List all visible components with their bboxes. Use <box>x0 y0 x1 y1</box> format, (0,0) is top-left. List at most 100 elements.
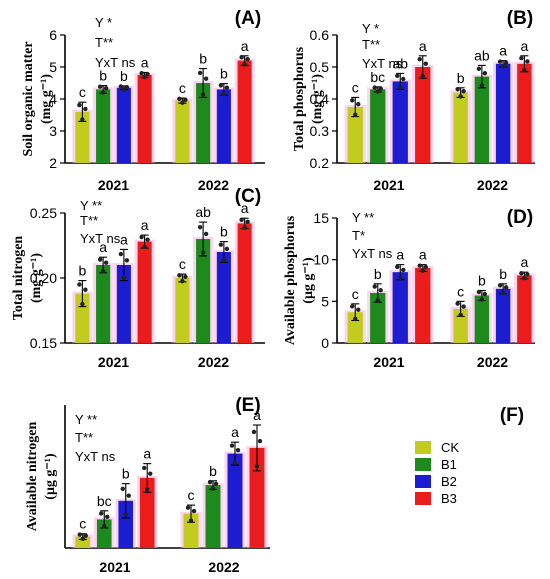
significance-letter: a <box>396 247 404 263</box>
anova-label: YxT ns <box>95 55 136 70</box>
bar-b1-2021 <box>370 293 386 343</box>
significance-letter: b <box>209 463 217 479</box>
replicate-point <box>210 486 216 491</box>
replicate-point <box>525 59 530 64</box>
panel-tag: (C) <box>235 186 261 207</box>
replicate-point <box>221 91 227 97</box>
y-tick-label: 3 <box>49 123 57 139</box>
replicate-point <box>497 283 503 288</box>
replicate-point <box>188 518 194 523</box>
replicate-point <box>100 269 106 274</box>
bar-b1-2021 <box>96 519 112 548</box>
bar-b1-2022 <box>196 83 211 163</box>
replicate-point <box>139 234 144 240</box>
anova-label: Y ** <box>75 412 97 427</box>
significance-letter: b <box>499 266 507 282</box>
significance-letter: a <box>253 407 261 423</box>
legend-label: CK <box>441 440 459 455</box>
legend-swatch-b3 <box>415 492 431 505</box>
replicate-point <box>350 304 355 309</box>
significance-letter: c <box>79 516 86 532</box>
replicate-point <box>103 86 109 91</box>
replicate-point <box>356 307 361 312</box>
x-category-label: 2021 <box>373 354 404 370</box>
bar-b2-2021 <box>392 272 408 343</box>
legend: CK B1 B2 B3 <box>415 440 459 506</box>
legend-label: B2 <box>441 474 457 489</box>
replicate-point <box>180 100 185 105</box>
y-axis-unit: (mg g⁻¹) <box>29 253 44 303</box>
bar-b3-2021 <box>139 477 155 548</box>
bar-b1-2021 <box>96 265 111 343</box>
replicate-point <box>77 282 82 287</box>
x-category-label: 2022 <box>477 354 508 370</box>
replicate-point <box>353 112 358 117</box>
replicate-point <box>239 217 244 222</box>
replicate-point <box>242 62 247 67</box>
x-category-label: 2021 <box>98 354 129 370</box>
anova-label: T** <box>95 35 113 50</box>
replicate-point <box>401 267 406 273</box>
replicate-point <box>183 274 188 280</box>
legend-swatch-b2 <box>415 475 431 488</box>
significance-letter: b <box>99 68 107 84</box>
replicate-point <box>83 533 88 538</box>
replicate-point <box>224 246 230 252</box>
panel-tag: (A) <box>235 8 261 29</box>
significance-letter: b <box>120 68 128 84</box>
bar-b3-2022 <box>237 60 252 163</box>
replicate-point <box>177 96 182 102</box>
replicate-point <box>142 465 147 471</box>
bar-b3-2021 <box>415 268 431 343</box>
bar-b1-2021 <box>370 89 386 163</box>
replicate-point <box>121 87 127 92</box>
replicate-point <box>148 471 153 476</box>
bar-ck-2022 <box>453 308 468 343</box>
bar-b2-2021 <box>118 500 134 548</box>
replicate-point <box>395 264 400 270</box>
replicate-point <box>522 275 527 281</box>
significance-letter: a <box>419 247 427 263</box>
replicate-point <box>417 56 422 62</box>
x-category-label: 2022 <box>477 177 508 193</box>
significance-letter: b <box>78 263 86 279</box>
replicate-point <box>372 284 377 289</box>
anova-label: Y * <box>95 15 112 30</box>
replicate-point <box>123 512 128 517</box>
bar-ck-2022 <box>175 278 190 343</box>
replicate-point <box>232 460 238 465</box>
x-category-label: 2022 <box>208 559 239 575</box>
replicate-point <box>245 56 250 62</box>
significance-letter: c <box>352 79 359 95</box>
x-category-label: 2021 <box>99 559 130 575</box>
significance-letter: a <box>120 231 128 247</box>
significance-letter: c <box>457 283 464 299</box>
anova-label: Y * <box>362 21 379 36</box>
replicate-point <box>245 219 250 225</box>
anova-label: Y ** <box>80 198 102 213</box>
significance-letter: bc <box>370 69 385 85</box>
replicate-point <box>145 237 150 242</box>
bar-b3-2021 <box>137 241 152 343</box>
replicate-point <box>224 85 230 90</box>
bar-b2-2021 <box>116 87 131 163</box>
replicate-point <box>461 88 466 94</box>
bar-b1-2022 <box>474 76 490 163</box>
anova-label: Y ** <box>352 210 374 225</box>
replicate-point <box>503 285 509 290</box>
legend-label: B1 <box>441 457 457 472</box>
replicate-point <box>97 257 103 262</box>
significance-letter: c <box>352 286 359 302</box>
significance-letter: b <box>220 224 228 240</box>
replicate-point <box>500 290 506 296</box>
y-tick-label: 6 <box>49 27 57 43</box>
replicate-point <box>197 224 203 230</box>
replicate-point <box>458 312 463 318</box>
bar-b2-2022 <box>216 89 231 163</box>
bar-ck-2021 <box>75 293 90 343</box>
significance-letter: b <box>374 266 382 282</box>
y-tick-label: 0.5 <box>310 59 330 75</box>
